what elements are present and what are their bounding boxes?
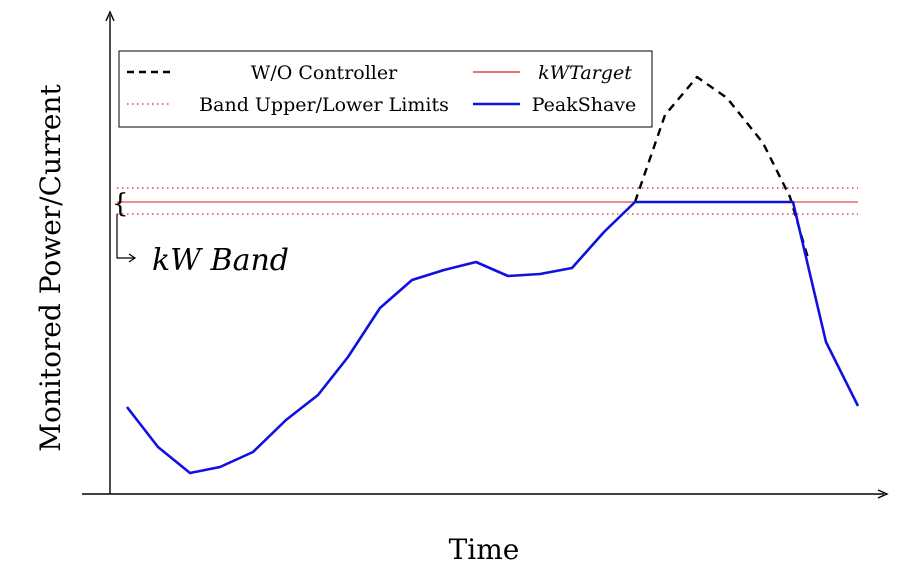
legend: W/O Controller kWTarget Band Upper/Lower… [118, 50, 653, 128]
band-pointer-arrow-icon [116, 214, 137, 263]
legend-box [118, 50, 653, 128]
legend-label-band-limits: Band Upper/Lower Limits [199, 94, 449, 116]
legend-label-peakshave: PeakShave [532, 94, 637, 116]
series-layer [125, 75, 860, 475]
x-axis-label: Time [449, 533, 520, 566]
band-annotation-label: kW Band [152, 243, 289, 278]
band-brace: { [112, 189, 129, 219]
y-axis-label: Monitored Power/Current [34, 84, 67, 452]
y-axis-arrow-icon [105, 10, 115, 22]
series-line-peakshave [125, 200, 860, 475]
legend-label-without-controller: W/O Controller [251, 62, 398, 84]
x-axis-arrow-icon [877, 489, 889, 499]
series-line-without-controller [633, 75, 810, 259]
legend-label-kw-target: kWTarget [538, 62, 632, 84]
